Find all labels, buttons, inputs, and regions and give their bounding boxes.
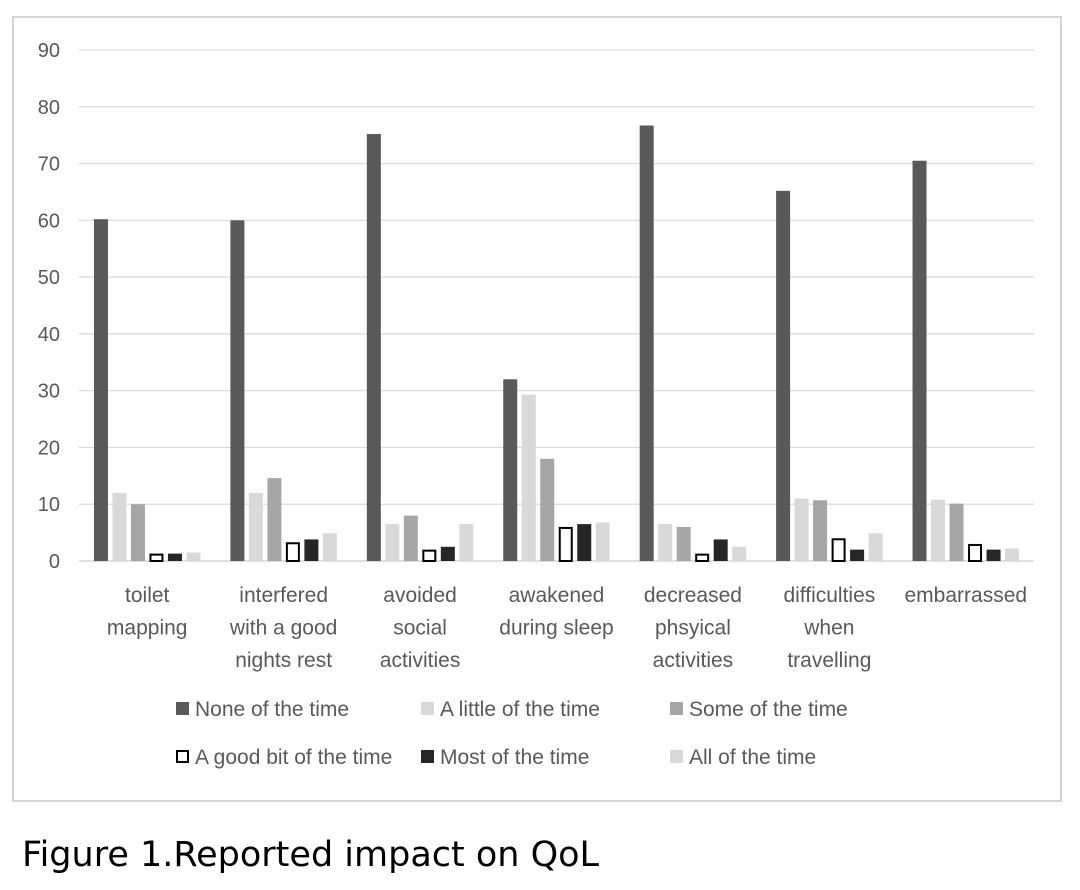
bar [459,524,474,561]
bar [322,533,337,561]
bar [540,458,555,561]
x-category-label-line: social [393,617,447,640]
legend-swatch [421,750,434,763]
bar [267,478,282,561]
x-category-label-line: nights rest [235,649,332,672]
bar [713,539,728,561]
bar [403,515,418,561]
legend-swatch [176,750,189,763]
legend-label: A little of the time [440,698,600,721]
bar [149,553,164,563]
bar [248,492,263,561]
y-tick-label: 70 [38,154,60,176]
figure-caption: Figure 1.Reported impact on QoL [22,835,600,875]
x-category-label-line: embarrassed [905,584,1028,607]
x-category-label-line: mapping [107,617,188,640]
legend-swatch [670,750,683,763]
x-category-label-line: awakened [509,584,605,607]
legend-swatch [421,702,434,715]
bar [422,549,437,563]
x-category-label-line: avoided [383,584,457,607]
chart-frame: 0 10 20 30 40 50 60 70 80 90 toilet mapping interfe… [12,16,1062,802]
x-category-label-line: difficulties [783,584,875,607]
x-category-label-line: phsyical [655,617,731,640]
x-category-label: awakened during sleep [499,584,613,640]
bar-chart: 0 10 20 30 40 50 60 70 80 90 toilet mapping interfe… [38,40,1034,769]
bar [695,553,710,563]
y-tick-label: 90 [38,40,60,62]
bar [112,492,127,561]
x-category-label-line: interfered [239,584,328,607]
x-category-label: embarrassed [905,584,1028,607]
legend-label: A good bit of the time [195,746,392,769]
bar [776,190,791,561]
bar [794,498,809,561]
legend-label: Most of the time [440,746,589,769]
legend-swatch [176,702,189,715]
bar [577,524,592,561]
x-category-label-line: decreased [644,584,742,607]
x-category-label-line: when [803,617,854,640]
x-category-label-line: activities [653,649,734,672]
y-tick-label: 80 [38,97,60,119]
legend-label: Some of the time [689,698,848,721]
x-category-label-line: toilet [125,584,170,607]
bar [93,219,108,561]
y-tick-label: 40 [38,324,60,346]
y-tick-label: 50 [38,267,60,289]
bar [658,524,673,561]
bar [868,533,883,561]
legend-swatch [670,702,683,715]
x-category-label: avoided social activities [380,584,461,672]
bar [558,526,573,562]
y-axis-ticks: 0 10 20 30 40 50 60 70 80 90 [38,40,60,573]
bar [968,543,983,563]
bar [230,220,245,562]
bar [1005,548,1020,561]
y-tick-label: 60 [38,210,60,232]
legend-label: All of the time [689,746,816,769]
legend: None of the time A little of the time Some… [176,698,848,769]
x-category-label-line: during sleep [499,617,613,640]
bar [186,552,201,561]
bar [931,499,946,561]
legend-label: None of the time [195,698,349,721]
bar [639,125,654,562]
bar [304,539,319,561]
x-category-label-line: activities [380,649,461,672]
bars [93,125,1020,563]
bar [912,160,927,561]
y-tick-label: 0 [49,551,60,573]
bar [813,500,828,561]
bar [595,522,610,561]
bar [503,379,518,561]
bar [440,546,455,561]
x-category-label: interfered with a good nights rest [229,584,337,672]
y-tick-label: 20 [38,437,60,459]
bar [167,553,182,561]
x-category-label: difficulties when travelling [783,584,875,672]
x-axis-categories: toilet mapping interfered with a good nights… [107,584,1027,672]
bar [521,394,536,561]
bar [285,542,300,562]
bar [850,549,865,561]
bar [366,134,381,561]
bar [130,504,145,561]
bar [385,524,400,561]
bar [831,538,846,562]
bar [732,546,747,561]
bar [949,503,964,561]
gridlines [79,49,1034,562]
x-category-label: decreased phsyical activities [644,584,742,672]
y-tick-label: 30 [38,381,60,403]
x-category-label-line: with a good [229,617,337,640]
bar [986,549,1001,561]
x-category-label: toilet mapping [107,584,188,640]
y-tick-label: 10 [38,494,60,516]
bar [676,526,691,561]
x-category-label-line: travelling [787,649,871,672]
